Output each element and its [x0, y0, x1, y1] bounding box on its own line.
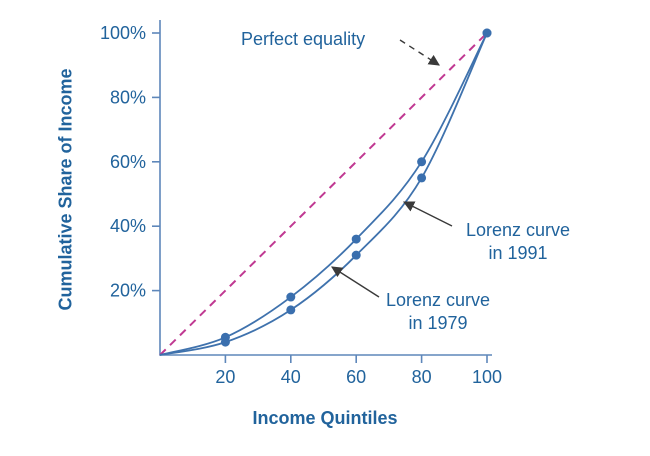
x-tick-label: 100 [472, 367, 502, 387]
data-point [220, 337, 230, 347]
data-point [482, 28, 492, 38]
annotation-lorenz-1979: Lorenz curve in 1979 [372, 289, 504, 336]
y-axis-title: Cumulative Share of Income [55, 68, 76, 311]
x-axis-title: Income Quintiles [252, 408, 398, 428]
annotation-lorenz-1991: Lorenz curve in 1991 [452, 219, 584, 266]
annotation-lorenz-1991-line1: Lorenz curve [465, 220, 571, 240]
x-tick-label: 40 [281, 367, 301, 387]
annotation-lorenz-1991-line2: in 1991 [488, 243, 548, 264]
x-tick-label: 60 [346, 367, 366, 387]
data-point [286, 292, 296, 302]
y-tick-label: 20% [110, 281, 146, 301]
y-tick-label: 60% [110, 152, 146, 172]
data-point [417, 173, 427, 183]
x-tick-label: 20 [215, 367, 235, 387]
annotation-perfect-equality: Perfect equality [241, 29, 366, 49]
data-point [286, 305, 296, 315]
perfect-equality-line [159, 32, 488, 356]
y-tick-label: 100% [100, 23, 146, 43]
lorenz-1991-arrow [402, 201, 453, 227]
data-point [351, 250, 361, 260]
x-tick-label: 80 [412, 367, 432, 387]
y-tick-label: 40% [110, 216, 146, 236]
data-point [351, 234, 361, 244]
annotation-lorenz-1979-line2: in 1979 [408, 313, 468, 334]
lorenz-1979-arrow [331, 266, 380, 298]
perfect-equality-arrow [399, 39, 440, 66]
y-tick-label: 80% [110, 87, 146, 107]
data-point [417, 157, 427, 167]
annotation-lorenz-1979-line1: Lorenz curve [385, 290, 491, 310]
